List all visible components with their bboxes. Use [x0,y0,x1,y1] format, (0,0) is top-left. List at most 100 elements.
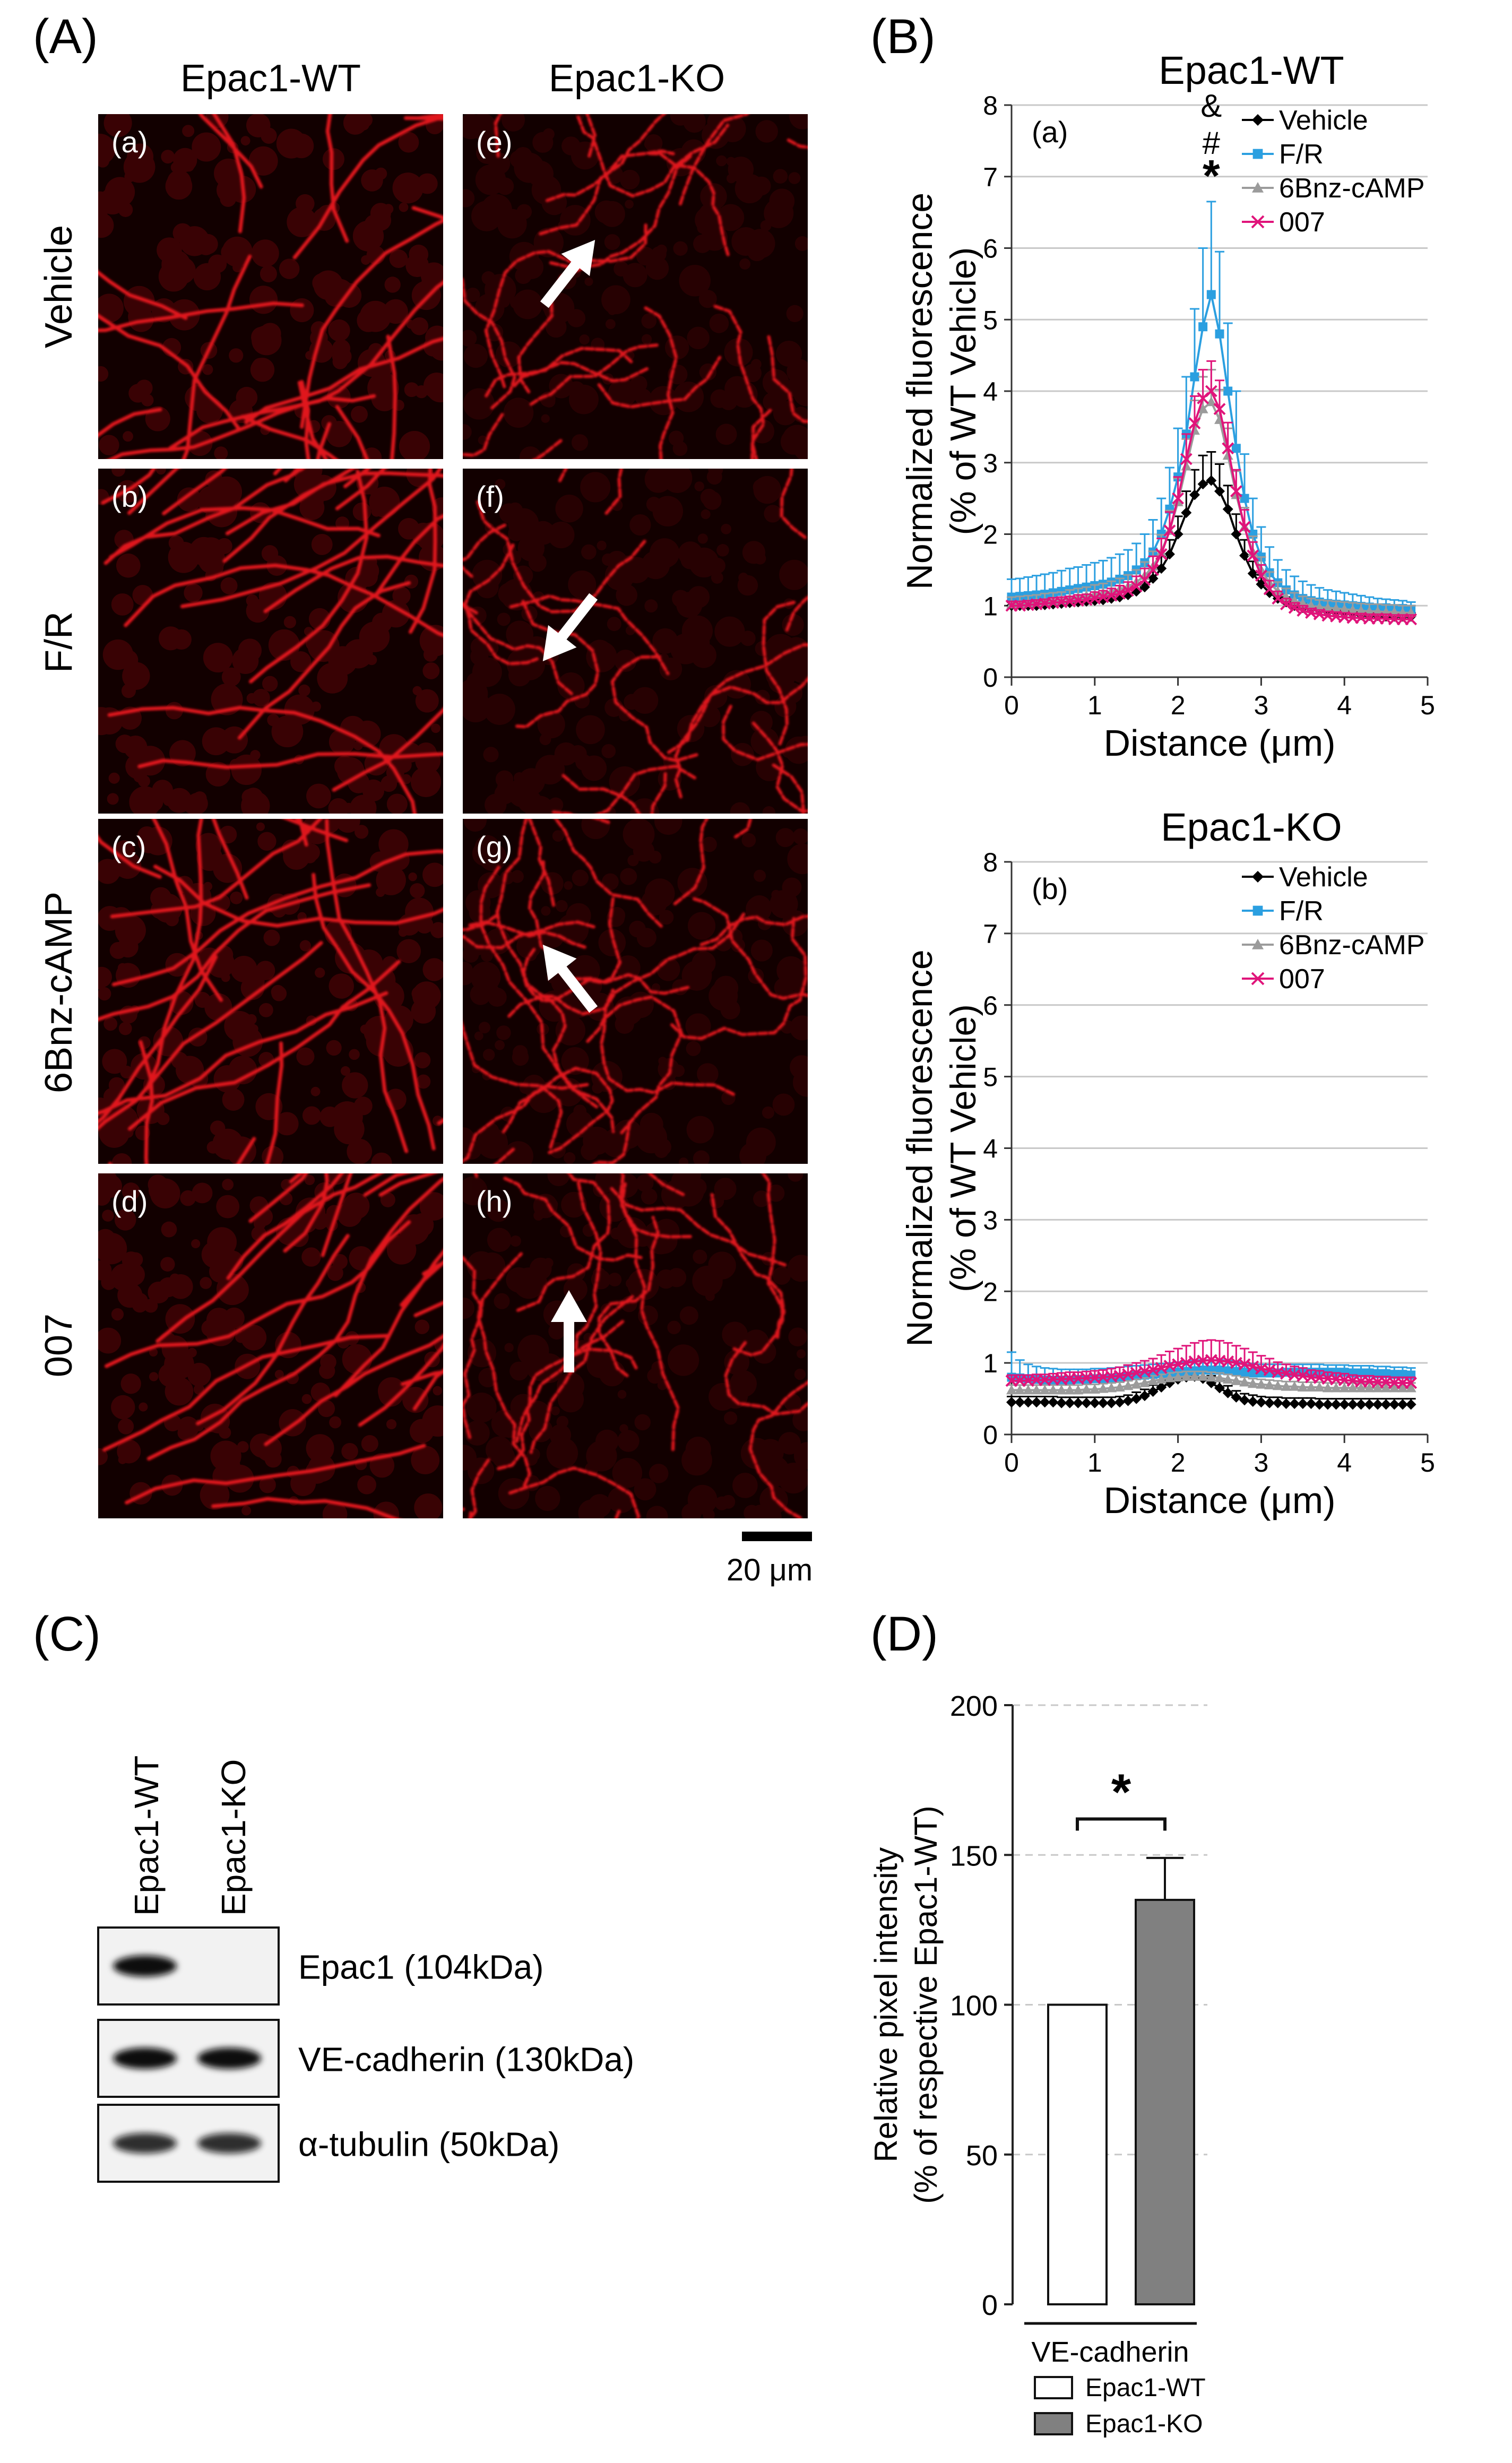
significance-bracket [1076,1817,1167,1831]
data-point [1156,1374,1167,1384]
y-tick-label: 8 [983,848,998,877]
background-stain [463,469,808,814]
data-point [1172,529,1183,540]
data-point [1190,372,1199,382]
data-point [1239,1377,1250,1387]
x-tick-label: 0 [1004,1448,1019,1477]
data-point [1330,1382,1342,1393]
data-point [1306,1381,1317,1392]
legend-entry: 6Bnz-cAMP [1242,173,1425,204]
data-point [1188,417,1201,430]
data-point [1214,486,1225,497]
subpanel-label: (b) [1032,872,1068,905]
x-tick-label: 0 [1004,690,1019,720]
data-point [1372,1382,1383,1393]
legend-entry: 6Bnz-cAMP [1242,930,1425,961]
row-label-6bnz: 6Bnz-cAMP [38,892,80,1093]
data-point [1281,1381,1292,1391]
data-point [1106,1397,1117,1408]
data-point [1023,1385,1034,1395]
legend-label: 007 [1279,207,1325,238]
data-point [1405,1377,1418,1389]
white-arrow-icon [542,593,598,662]
data-point [1247,549,1259,562]
data-point [1163,524,1176,537]
data-point [1231,1392,1242,1403]
y-tick-label: 3 [983,448,998,478]
legend-label: Vehicle [1279,862,1368,893]
data-point [1180,453,1193,465]
data-point [1189,1371,1200,1381]
data-point [1251,215,1265,229]
data-point [1405,1399,1416,1410]
y-tick-label: 8 [983,91,998,120]
y-tick-label: 1 [983,1349,998,1378]
data-point [1405,613,1418,626]
data-point [1231,1367,1241,1376]
panel-b: (B) Epac1-WT 0 1 2 3 4 5 6 7 8 0 1 2 3 4 5 Distance (μm)… [870,10,1435,1521]
y-tick-label: 6 [983,234,998,264]
data-point [1098,1397,1109,1408]
micrograph-tile: (f) [463,469,808,814]
data-point [1380,1382,1392,1393]
data-point [1197,403,1208,413]
data-point [1048,1385,1059,1395]
data-point [1164,549,1175,560]
legend-label: F/R [1279,139,1324,170]
data-point [1288,601,1301,614]
y-tick-label: 5 [983,305,998,335]
white-arrow-icon [540,239,595,308]
data-point [1281,1398,1292,1410]
cell-membrane-lines [463,819,808,1164]
legend-label: Vehicle [1279,105,1368,136]
y-tick-label: 6 [983,991,998,1021]
data-point [1198,1366,1208,1375]
data-point [1206,396,1217,407]
series-F/R [1007,201,1416,614]
x-tick-label: 2 [1171,690,1186,720]
significance-marker: * [1111,1764,1131,1821]
data-point [1197,479,1208,490]
data-point [1247,1396,1258,1407]
panel-d-letter: (D) [870,1607,938,1661]
data-point [1272,1380,1283,1390]
legend-entry: Epac1-KO [1034,2410,1203,2438]
data-point [1397,1399,1408,1410]
legend-label: 6Bnz-cAMP [1279,930,1425,961]
data-point [1355,1382,1367,1393]
x-tick-label: 4 [1337,690,1352,720]
panel-d: (D) 0 50 100 150 200 * VE-cadherin Relative pix… [868,1607,1207,2438]
x-tick-label: 1 [1087,1448,1102,1477]
protein-band [113,1955,177,1977]
protein-band [113,2047,177,2069]
line-chart-ko: Epac1-KO 0 1 2 3 4 5 6 7 8 0 1 2 3 4 5 Distance (μm) Norm… [900,805,1435,1521]
scale-bar-label: 20 μm [727,1553,813,1587]
data-point [1340,1368,1349,1377]
data-point [1222,504,1233,515]
blot-strip: Epac1 (104kDa) [97,1926,543,2006]
y-tick-label: 0 [982,2289,998,2321]
y-tick-label: 1 [983,591,998,621]
significance-marker: & [1200,88,1222,124]
data-point [1056,1385,1067,1395]
data-point [1252,114,1264,126]
data-point [1347,1399,1358,1410]
data-point [1252,871,1264,883]
data-point [1252,905,1263,916]
panel-a: (A) Epac1-WT Epac1-KO Vehicle F/R 6Bnz-c… [33,10,813,1587]
data-point [1039,1385,1050,1395]
data-point [1314,1399,1325,1410]
data-point [1048,1397,1059,1408]
data-point [1397,1382,1408,1393]
series-line [1012,389,1411,620]
series-line [1011,400,1411,614]
y-tick-label: 7 [983,919,998,949]
data-point [1147,564,1159,576]
legend-entry: 007 [1242,964,1325,995]
series-007 [1005,360,1418,626]
micrograph-tile: (a) [98,114,443,459]
data-point [1239,1395,1250,1406]
data-point [1280,598,1292,610]
legend-entry: Vehicle [1242,105,1368,136]
